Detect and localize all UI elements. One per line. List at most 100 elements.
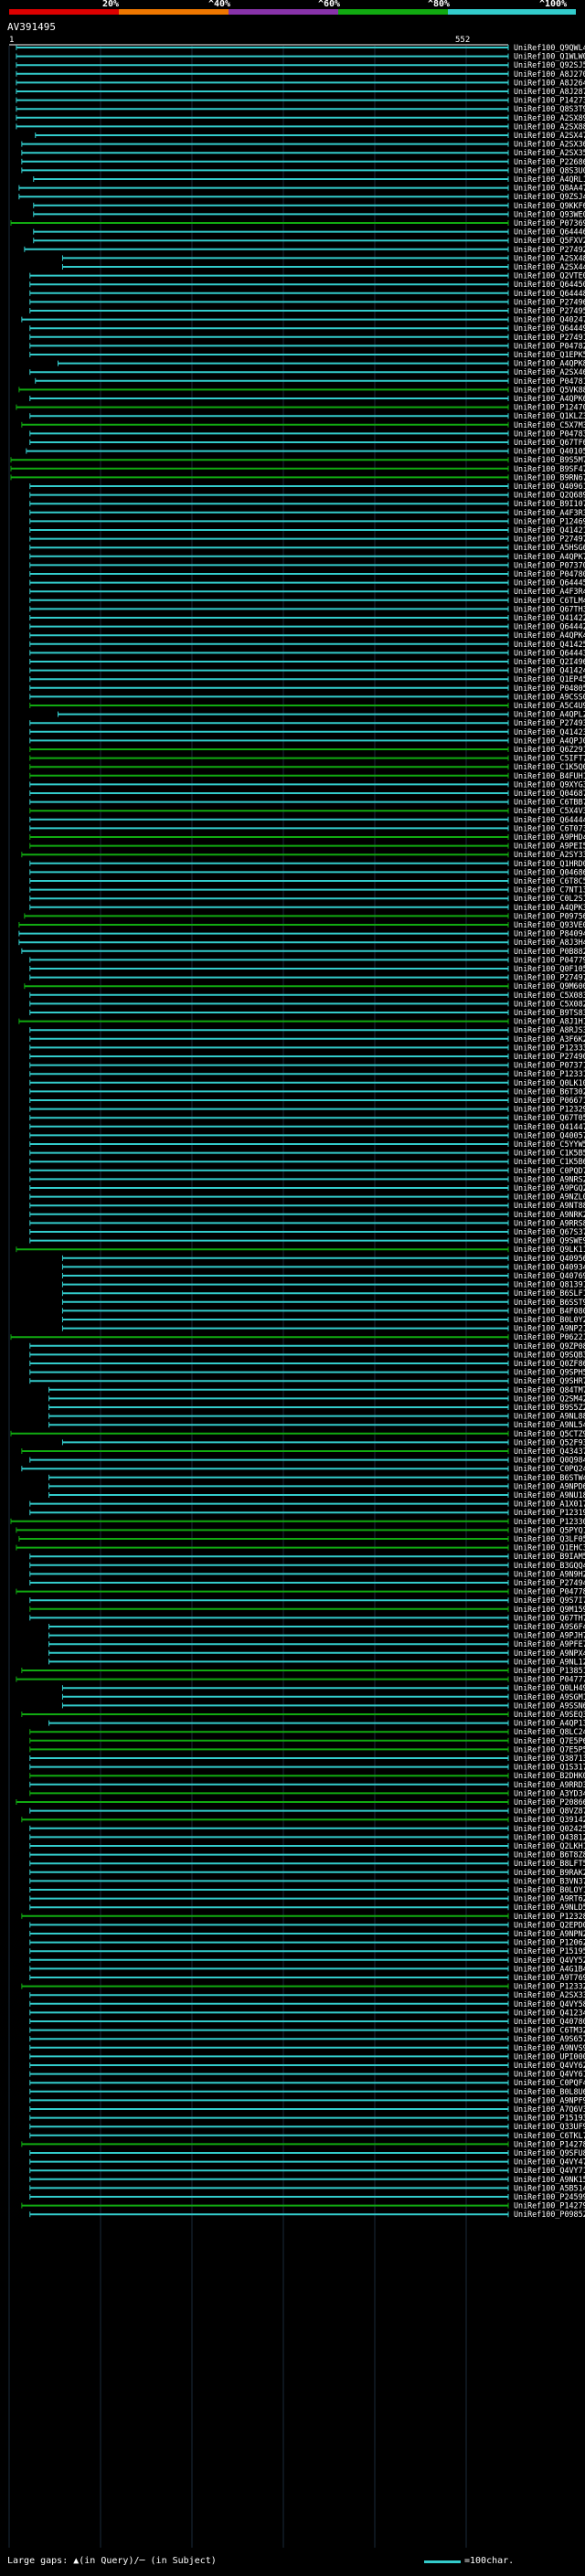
- hit-row[interactable]: UniRef100_Q40105: [26, 447, 585, 456]
- hit-row[interactable]: UniRef100_A9NL54: [48, 1420, 585, 1429]
- hit-label[interactable]: UniRef100_Q1EP45: [514, 674, 585, 684]
- hit-row[interactable]: UniRef100_P04783: [29, 429, 585, 438]
- hit-row[interactable]: UniRef100_P27494: [29, 1578, 585, 1587]
- hit-row[interactable]: UniRef100_C5IFT7: [29, 754, 585, 763]
- hit-label[interactable]: UniRef100_P04783: [514, 429, 585, 438]
- hit-row[interactable]: UniRef100_Q8VZ87: [29, 1807, 585, 1816]
- hit-label[interactable]: UniRef100_A9N9H2: [514, 1569, 585, 1578]
- hit-label[interactable]: UniRef100_A4QRL1: [514, 175, 585, 184]
- hit-row[interactable]: UniRef100_Q4VY61: [29, 2070, 585, 2079]
- hit-row[interactable]: UniRef100_Q4VY62: [29, 2061, 585, 2070]
- hit-row[interactable]: UniRef100_A4QRL1: [33, 175, 585, 184]
- hit-label[interactable]: UniRef100_A4F3R4: [514, 587, 585, 596]
- hit-row[interactable]: UniRef100_P27496: [29, 297, 585, 306]
- hit-row[interactable]: UniRef100_Q67TH3: [29, 604, 585, 613]
- hit-label[interactable]: UniRef100_C6TBB7: [514, 798, 585, 807]
- hit-label[interactable]: UniRef100_C5X4V3: [514, 806, 585, 815]
- hit-label[interactable]: UniRef100_A9CSS0: [514, 692, 585, 701]
- hit-label[interactable]: UniRef100_B9S5Z2: [514, 1403, 585, 1412]
- hit-row[interactable]: UniRef100_C6TBB7: [29, 798, 585, 807]
- hit-label[interactable]: UniRef100_Q9M159: [514, 1605, 585, 1614]
- hit-label[interactable]: UniRef100_A8J1H1: [514, 1017, 585, 1026]
- hit-row[interactable]: UniRef100_C0PQ24: [21, 1464, 585, 1473]
- hit-row[interactable]: UniRef100_A4F3R3: [29, 508, 585, 517]
- hit-row[interactable]: UniRef100_A9RT62: [29, 1894, 585, 1903]
- hit-row[interactable]: UniRef100_A9NT88: [29, 1201, 585, 1210]
- hit-row[interactable]: UniRef100_Q43812: [29, 1832, 585, 1841]
- hit-row[interactable]: UniRef100_Q9SHR7: [29, 1376, 585, 1385]
- hit-row[interactable]: UniRef100_A5B514: [29, 2183, 585, 2192]
- hit-row[interactable]: UniRef100_Q9SPH5: [29, 1368, 585, 1377]
- hit-row[interactable]: UniRef100_Q64444: [29, 815, 585, 824]
- hit-label[interactable]: UniRef100_Q67S37: [514, 1227, 585, 1236]
- hit-label[interactable]: UniRef100_P12328: [514, 1912, 585, 1921]
- hit-row[interactable]: UniRef100_Q1HRD0: [29, 859, 585, 868]
- hit-label[interactable]: UniRef100_Q9SQB3: [514, 1350, 585, 1359]
- hit-label[interactable]: UniRef100_A9SSN6: [514, 1701, 585, 1710]
- hit-label[interactable]: UniRef100_P04779: [514, 955, 585, 964]
- hit-row[interactable]: UniRef100_A9PJH7: [48, 1631, 585, 1640]
- hit-row[interactable]: UniRef100_P04778: [16, 1587, 585, 1596]
- hit-row[interactable]: UniRef100_A9NPN2: [29, 1929, 585, 1938]
- hit-row[interactable]: UniRef100_Q5VK88: [18, 385, 585, 394]
- hit-label[interactable]: UniRef100_Q9M600: [514, 981, 585, 991]
- hit-label[interactable]: UniRef100_P0B882: [514, 947, 585, 956]
- hit-row[interactable]: UniRef100_B9SF47: [10, 464, 585, 473]
- hit-row[interactable]: UniRef100_A9NZL0: [29, 1193, 585, 1202]
- hit-row[interactable]: UniRef100_Q8S3U0: [21, 165, 585, 175]
- hit-row[interactable]: UniRef100_B9RAK2: [29, 1868, 585, 1877]
- hit-label[interactable]: UniRef100_Q52F93: [514, 1437, 585, 1447]
- hit-row[interactable]: UniRef100_Q52F93: [61, 1437, 585, 1447]
- hit-row[interactable]: UniRef100_A9PFE7: [48, 1639, 585, 1648]
- hit-label[interactable]: UniRef100_C1K5Q0: [514, 762, 585, 771]
- hit-row[interactable]: UniRef100_A2SX36: [21, 140, 585, 149]
- hit-label[interactable]: UniRef100_P14278: [514, 2139, 585, 2148]
- hit-row[interactable]: UniRef100_Q41425: [29, 640, 585, 649]
- hit-label[interactable]: UniRef100_A9SGM1: [514, 1692, 585, 1701]
- hit-label[interactable]: UniRef100_C6TM32: [514, 2026, 585, 2035]
- hit-row[interactable]: UniRef100_A5HSG6: [29, 543, 585, 552]
- hit-row[interactable]: UniRef100_B0L8U6: [29, 2087, 585, 2096]
- hit-row[interactable]: UniRef100_A9S657: [29, 2034, 585, 2043]
- hit-label[interactable]: UniRef100_Q41447: [514, 1122, 585, 1131]
- hit-row[interactable]: UniRef100_A2SX47: [35, 131, 585, 140]
- hit-row[interactable]: UniRef100_A9N9H2: [29, 1569, 585, 1578]
- hit-row[interactable]: UniRef100_B8LFT5: [29, 1859, 585, 1868]
- hit-label[interactable]: UniRef100_Q4VY58: [514, 1999, 585, 2009]
- hit-row[interactable]: UniRef100_C1K5B6: [29, 1157, 585, 1166]
- hit-row[interactable]: UniRef100_Q1EP45: [29, 674, 585, 684]
- hit-row[interactable]: UniRef100_Q64448: [29, 289, 585, 298]
- hit-label[interactable]: UniRef100_A9PGQ2: [514, 1183, 585, 1193]
- hit-label[interactable]: UniRef100_A9NP21: [514, 1324, 585, 1333]
- hit-row[interactable]: UniRef100_A9RRD3: [29, 1780, 585, 1789]
- hit-row[interactable]: UniRef100_A4QPK7: [29, 552, 585, 561]
- hit-row[interactable]: UniRef100_Q64450: [29, 280, 585, 289]
- hit-label[interactable]: UniRef100_P06671: [514, 1096, 585, 1105]
- hit-row[interactable]: UniRef100_Q4VY47: [29, 2157, 585, 2167]
- hit-row[interactable]: UniRef100_B6STW4: [48, 1473, 585, 1482]
- hit-label[interactable]: UniRef100_B8LFT5: [514, 1859, 585, 1868]
- hit-row[interactable]: UniRef100_Q1EHC3: [16, 1543, 585, 1553]
- hit-row[interactable]: UniRef100_Q9M159: [29, 1605, 585, 1614]
- hit-row[interactable]: UniRef100_P12328: [21, 1912, 585, 1921]
- hit-label[interactable]: UniRef100_Q5CTZ9: [514, 1429, 585, 1438]
- hit-label[interactable]: UniRef100_A9PHD4: [514, 832, 585, 842]
- hit-row[interactable]: UniRef100_P27495: [29, 306, 585, 315]
- hit-label[interactable]: UniRef100_Q64446: [514, 228, 585, 237]
- hit-row[interactable]: UniRef100_B0LOY1: [29, 1885, 585, 1894]
- hit-row[interactable]: UniRef100_P12331: [29, 1069, 585, 1078]
- hit-row[interactable]: UniRef100_P27493: [29, 718, 585, 727]
- hit-row[interactable]: UniRef100_Q1KLZ3: [29, 411, 585, 420]
- hit-label[interactable]: UniRef100_P24599: [514, 2192, 585, 2201]
- hit-label[interactable]: UniRef100_Q40247: [514, 315, 585, 324]
- hit-row[interactable]: UniRef100_P27497: [29, 535, 585, 544]
- hit-row[interactable]: UniRef100_A9SSN6: [61, 1701, 585, 1710]
- hit-label[interactable]: UniRef100_Q2EPD0: [514, 1920, 585, 1929]
- hit-label[interactable]: UniRef100_A5HSG6: [514, 543, 585, 552]
- hit-label[interactable]: UniRef100_B9RAK2: [514, 1868, 585, 1877]
- hit-label[interactable]: UniRef100_Q9SHR7: [514, 1376, 585, 1385]
- hit-label[interactable]: UniRef100_A9RRS8: [514, 1218, 585, 1227]
- hit-row[interactable]: UniRef100_B0L0Y2: [61, 1315, 585, 1324]
- hit-row[interactable]: UniRef100_Q8LC24: [29, 1727, 585, 1736]
- hit-label[interactable]: UniRef100_Q7E5P5: [514, 1744, 585, 1754]
